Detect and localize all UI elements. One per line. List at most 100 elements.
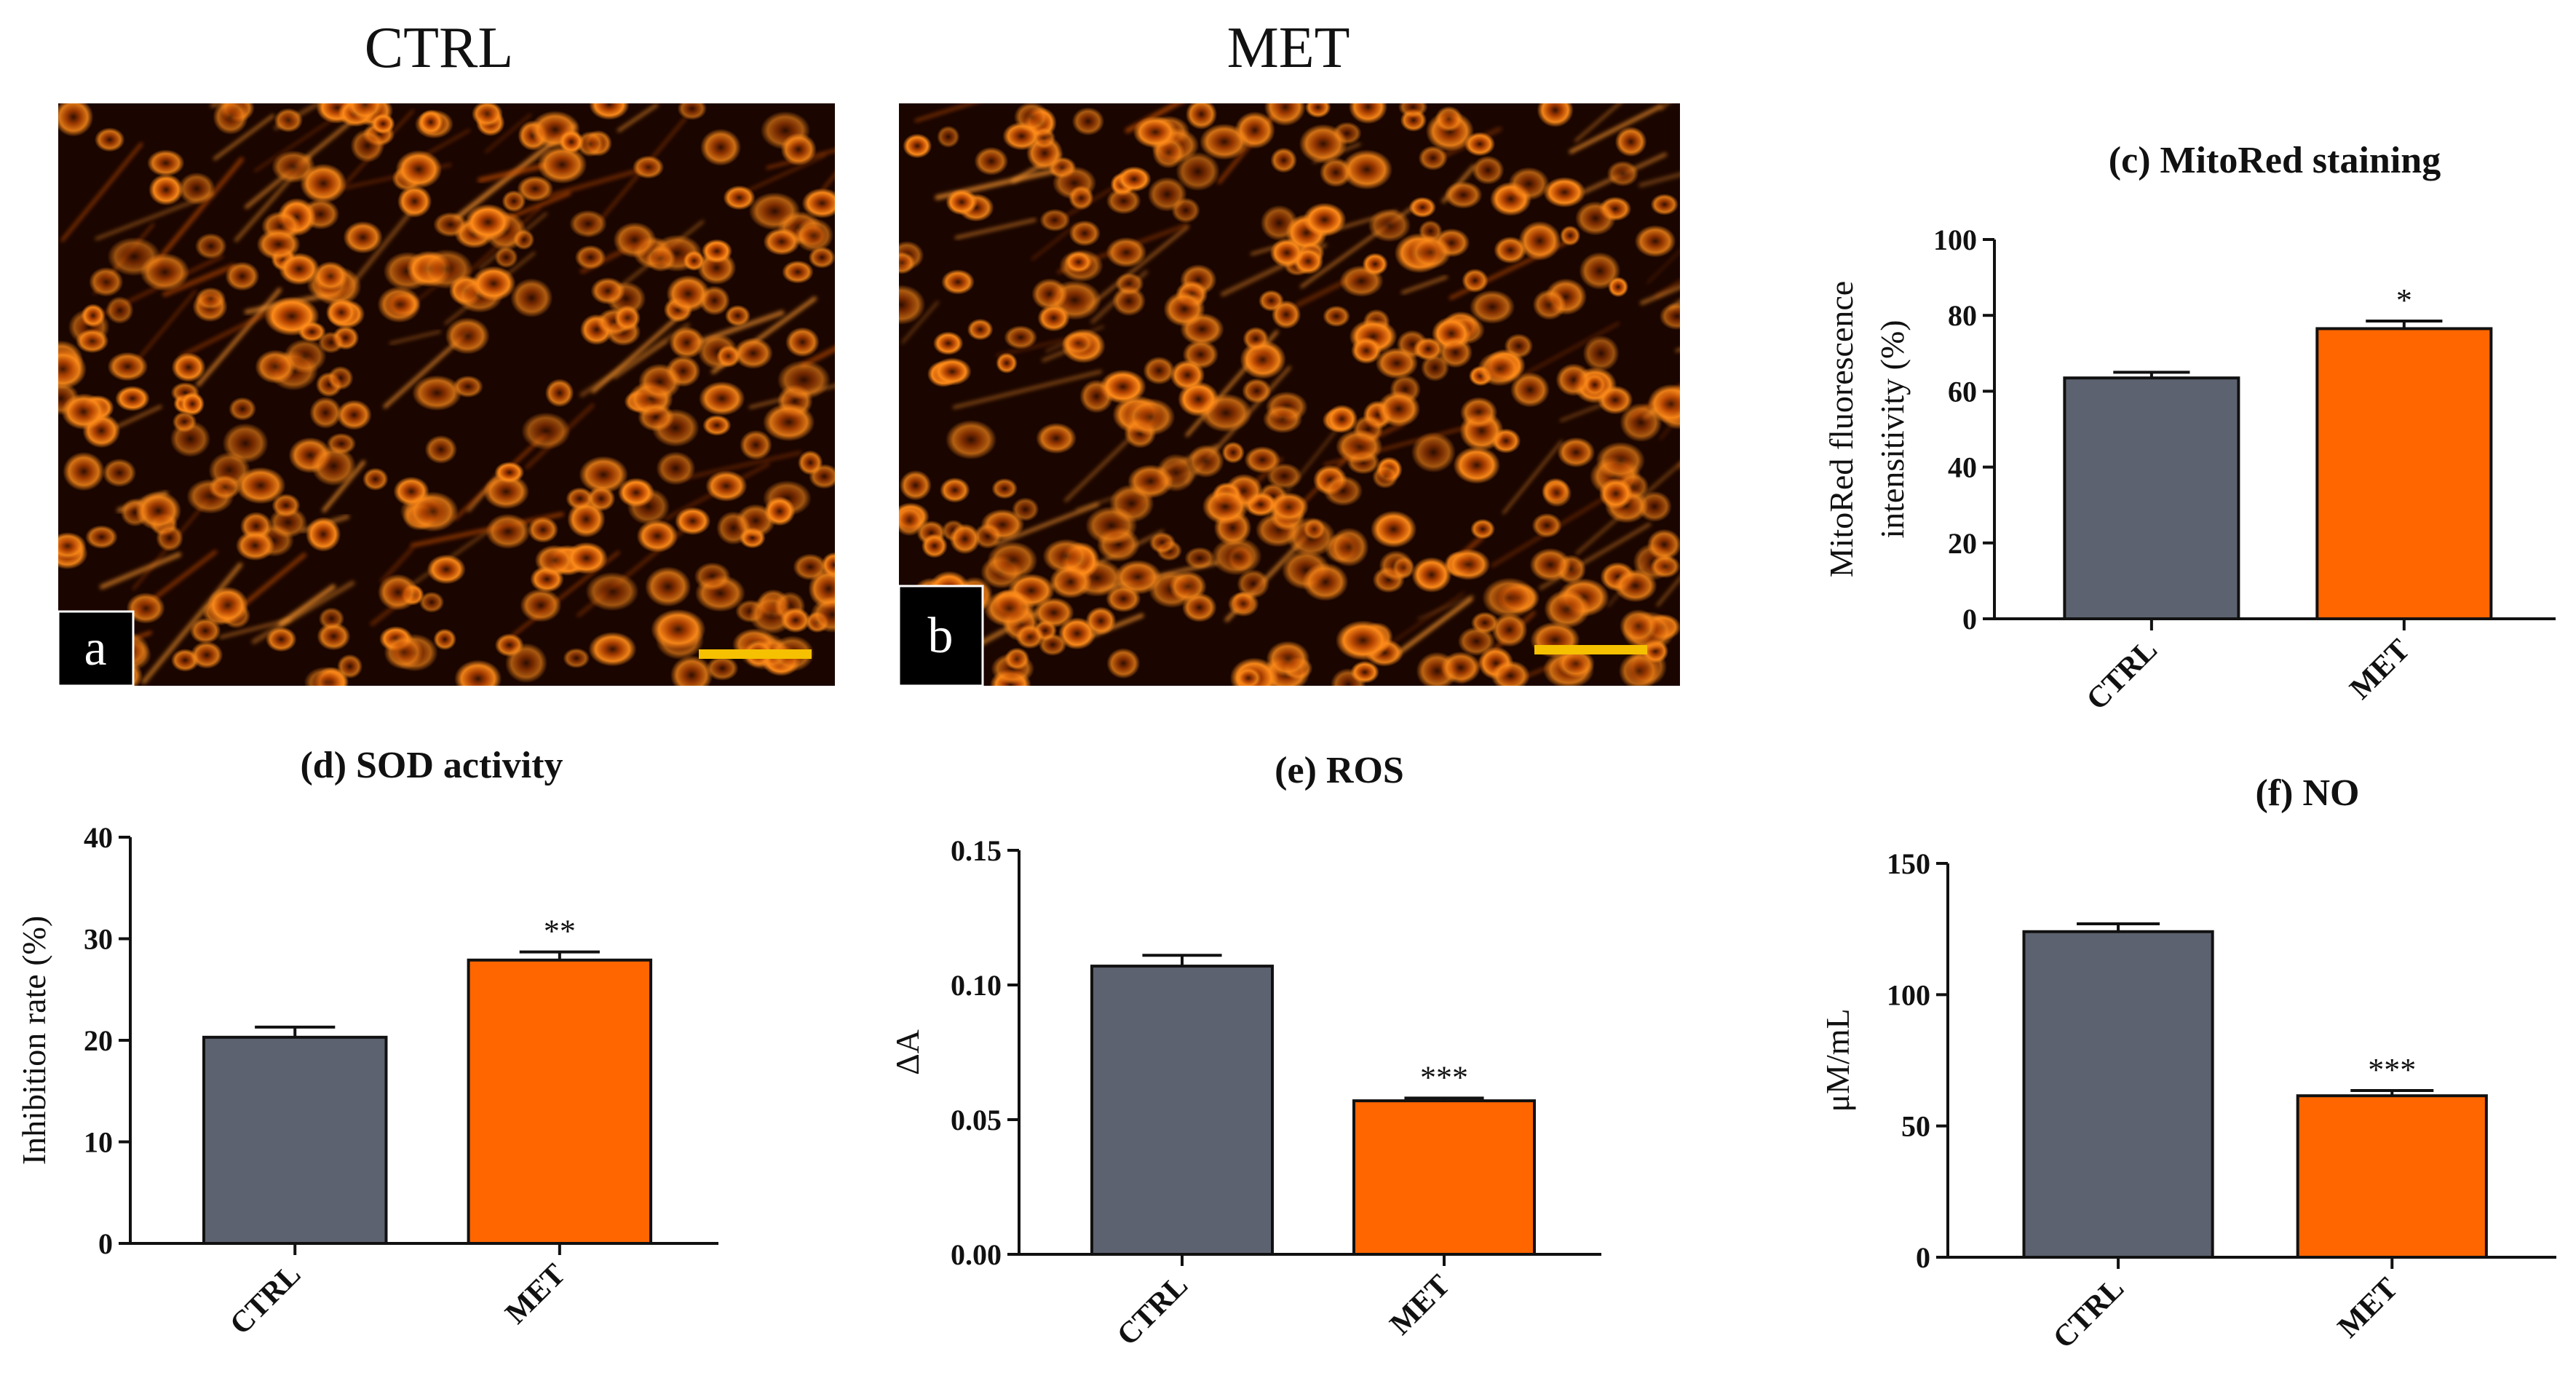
cell-body <box>1127 464 1174 499</box>
cell-body <box>670 655 713 686</box>
cell-body <box>156 524 184 552</box>
cell-body <box>1619 609 1657 644</box>
cell-fiber <box>1640 285 1680 305</box>
cell-body <box>427 554 466 585</box>
bar-charts: (c) MitoRed staining MitoRed fluorescence… <box>15 140 2556 1356</box>
cell-body <box>1111 285 1146 317</box>
cell-fiber <box>1521 322 1620 377</box>
cell-body <box>1242 378 1272 404</box>
cell-body <box>1491 612 1528 647</box>
cell-fiber <box>766 149 835 170</box>
cell-body <box>521 412 571 451</box>
cell-body <box>1262 405 1303 434</box>
y-tick-label: 20 <box>1948 527 1977 560</box>
cell-body <box>764 496 796 526</box>
cell-body <box>677 103 708 121</box>
cell-body <box>343 221 383 254</box>
cell-body <box>733 337 773 369</box>
cell-fiber <box>952 370 1103 409</box>
cell-body <box>313 261 349 291</box>
chart-c: (c) MitoRed staining MitoRed fluorescence… <box>1823 140 2556 717</box>
significance-marker: * <box>2396 282 2412 318</box>
cell-body <box>702 414 732 436</box>
cell-body <box>1163 291 1205 327</box>
cell-body <box>1106 237 1147 268</box>
cell-body <box>1477 351 1522 387</box>
cell-body <box>1440 651 1481 684</box>
cell-body <box>588 631 637 667</box>
cell-body <box>937 125 960 149</box>
cell-body <box>899 505 925 537</box>
cell-body <box>336 400 372 430</box>
cell-body <box>1634 225 1676 258</box>
cell-body <box>589 103 630 120</box>
cell-body <box>1614 569 1657 603</box>
cell-body <box>983 590 1036 628</box>
cell-body <box>115 385 150 412</box>
cell-body <box>723 185 756 210</box>
cell-fiber <box>821 173 835 191</box>
cell-body <box>1542 479 1572 507</box>
cell-body <box>1328 527 1369 567</box>
y-tick-label: 0.15 <box>951 834 1002 867</box>
cell-body <box>1607 277 1629 298</box>
cell-body <box>763 227 801 256</box>
cell-body <box>1350 660 1379 684</box>
cell-body <box>1199 123 1250 160</box>
cell-body <box>75 328 109 354</box>
micrograph-ctrl: a <box>57 103 835 687</box>
cell-body <box>1408 197 1437 218</box>
panel-label-b: b <box>928 608 954 664</box>
cell-fiber <box>1569 104 1663 154</box>
cell-fiber <box>380 547 414 583</box>
cell-body <box>1341 149 1393 190</box>
cell-body <box>195 287 226 310</box>
cell-fiber <box>587 116 687 237</box>
cell-body <box>1411 432 1456 473</box>
cell-body <box>1482 577 1537 619</box>
cell-body <box>445 317 490 355</box>
cell-body <box>311 446 357 486</box>
cell-fiber <box>141 562 243 684</box>
cell-fiber <box>1678 464 1680 469</box>
cell-body <box>63 451 105 491</box>
cell-body <box>1348 103 1388 124</box>
cell-body <box>494 462 525 483</box>
cell-fiber <box>614 340 668 379</box>
cell-body <box>418 109 444 135</box>
cell-body <box>1557 437 1596 468</box>
cell-body <box>1221 441 1245 464</box>
bar-ctrl <box>2022 930 2214 1259</box>
cell-body <box>106 296 134 325</box>
cell-body <box>1446 548 1491 581</box>
cell-body <box>1037 304 1070 332</box>
cell-body <box>724 304 751 327</box>
cell-body <box>1376 390 1421 427</box>
chart-d: (d) SOD activity Inhibition rate (%) 0 10 20… <box>15 745 718 1342</box>
image-header-ctrl: CTRL <box>365 16 513 80</box>
cell-body <box>1302 562 1349 601</box>
y-tick-label: 40 <box>1948 451 1977 484</box>
cell-body <box>991 478 1018 499</box>
cell-body <box>300 163 347 204</box>
cell-body <box>1518 221 1561 261</box>
cell-body <box>1555 363 1592 397</box>
cell-body <box>1264 103 1306 127</box>
cell-body <box>1064 250 1093 273</box>
cell-body <box>272 493 301 518</box>
cell-body <box>585 571 639 612</box>
cell-body <box>1032 127 1056 149</box>
cell-fiber <box>1417 595 1475 620</box>
chart-title: (e) ROS <box>1275 750 1404 791</box>
cell-body <box>651 609 706 650</box>
cell-body <box>58 103 94 137</box>
cell-body <box>945 419 997 460</box>
cell-body <box>1510 372 1550 408</box>
cell-body <box>1299 124 1348 164</box>
cell-body <box>1582 335 1620 372</box>
cell-body <box>471 103 504 127</box>
significance-marker: *** <box>2368 1052 2416 1088</box>
cell-body <box>762 403 815 442</box>
cell-body <box>1049 564 1093 599</box>
